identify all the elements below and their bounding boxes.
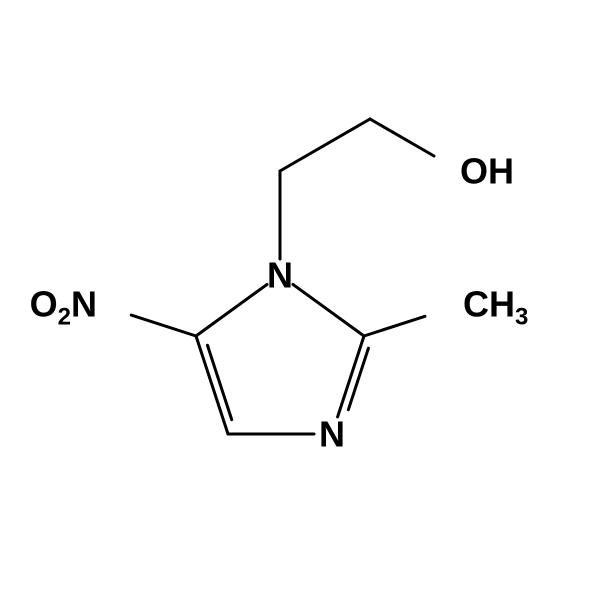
atom-label-no2: O2N [30,284,97,331]
atom-label-ch3: CH3 [463,284,528,331]
molecule-diagram: N N CH3 O2N OH [0,0,600,600]
atom-label-n1: N [267,255,293,296]
atom-label-n3: N [319,414,345,455]
atom-label-oh: OH [460,151,514,192]
